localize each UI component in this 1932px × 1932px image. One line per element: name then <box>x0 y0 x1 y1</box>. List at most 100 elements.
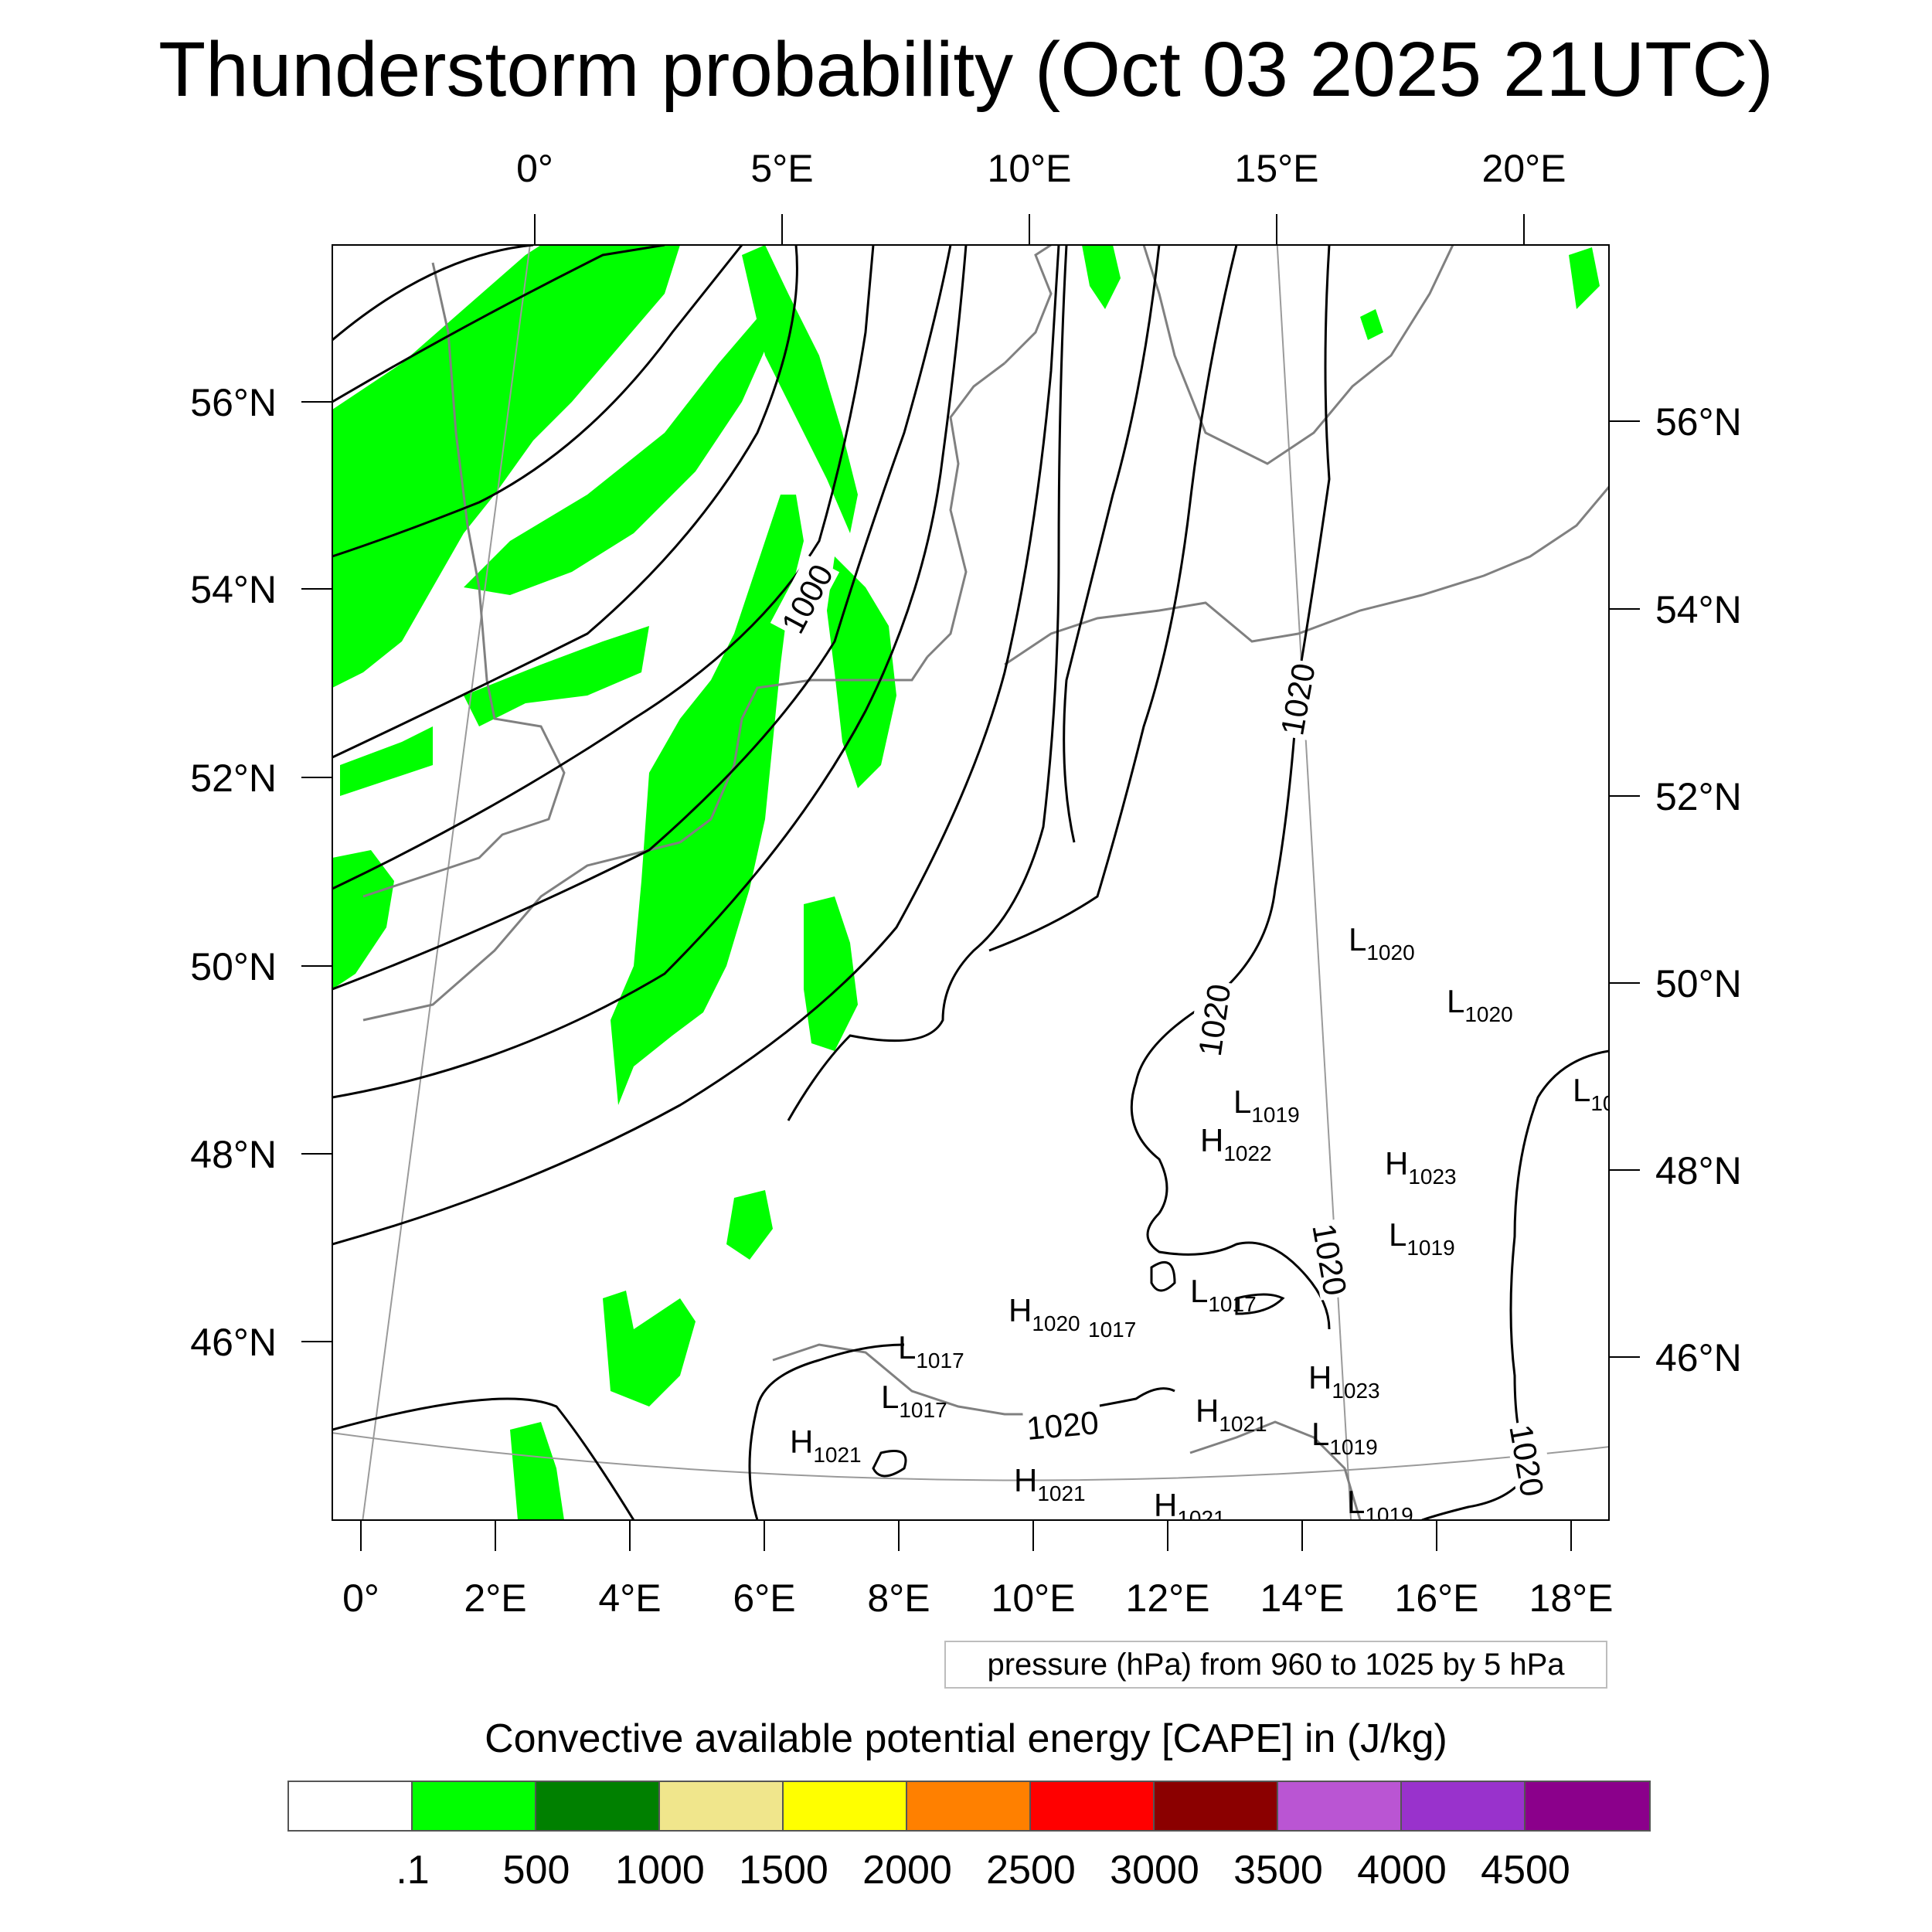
isobar-16 <box>748 1343 905 1520</box>
pressure-center-h: H1021 <box>1014 1462 1086 1505</box>
pressure-center-h: H1021 <box>790 1423 862 1467</box>
bottom-lon-label: 4°E <box>598 1577 661 1620</box>
pressure-contours <box>332 245 1609 1520</box>
colorbar-swatch-3 <box>660 1782 784 1830</box>
isobar-19 <box>1150 1260 1176 1292</box>
contour-label: 1020 <box>1502 1422 1551 1499</box>
colorbar-swatch-2 <box>536 1782 660 1830</box>
bottom-lon-label: 18°E <box>1529 1577 1614 1620</box>
cape-area-5 <box>611 495 804 1105</box>
isobar-3 <box>332 245 798 759</box>
map-frame <box>332 244 1610 1521</box>
colorbar-tick-label: 1000 <box>615 1848 705 1893</box>
meridian-0 <box>362 245 531 1520</box>
pressure-center-l: L1017 <box>881 1379 947 1422</box>
top-lon-label: 10°E <box>988 147 1072 190</box>
parallel-45n <box>332 1432 1609 1481</box>
isobar-11 <box>988 245 1238 952</box>
isobar-13 <box>1146 1212 1331 1330</box>
pressure-contour-note: pressure (hPa) from 960 to 1025 by 5 hPa <box>944 1641 1607 1689</box>
pressure-center-l: L1020 <box>1447 983 1513 1026</box>
bottom-lon-label: 16°E <box>1395 1577 1479 1620</box>
graticule-lines <box>332 245 1609 1520</box>
pressure-center-l: L10 <box>1573 1072 1615 1115</box>
pressure-center-value: 1017 <box>1088 1318 1136 1342</box>
isobar-10 <box>1063 245 1161 843</box>
coast-baltic-south <box>1004 486 1609 666</box>
coast-germany <box>926 362 1005 658</box>
pressure-center-l: L1019 <box>1389 1216 1455 1260</box>
pressure-center-h: H1023 <box>1308 1359 1380 1403</box>
top-lon-label: 5°E <box>750 147 813 190</box>
pressure-center-h: H1022 <box>1200 1122 1272 1165</box>
isobar-9 <box>787 245 1068 1121</box>
pressure-center-l: L1019 <box>1347 1484 1413 1527</box>
chart-title: Thunderstorm probability (Oct 03 2025 21… <box>158 26 1774 113</box>
isobar-12 <box>1130 245 1331 1214</box>
cape-area-14 <box>1360 309 1383 340</box>
pressure-center-l: L1017 <box>1190 1273 1257 1316</box>
right-lat-label: 48°N <box>1655 1149 1742 1192</box>
isobar-4 <box>332 245 875 890</box>
pressure-center-l: L1019 <box>1233 1083 1300 1127</box>
colorbar-tick-label: .1 <box>396 1848 430 1893</box>
coastlines <box>362 245 1609 1520</box>
colorbar-tick-label: 4500 <box>1481 1848 1570 1893</box>
right-lat-label: 54°N <box>1655 588 1742 631</box>
bottom-lon-label: 8°E <box>867 1577 930 1620</box>
isobar-14 <box>1421 1049 1609 1520</box>
contour-label: 1020 <box>1025 1404 1100 1447</box>
isobar-0 <box>332 245 534 342</box>
colorbar-swatch-0 <box>289 1782 413 1830</box>
colorbar-tick-label: 4000 <box>1357 1848 1447 1893</box>
contour-label: 1020 <box>1274 661 1322 738</box>
isobar-5 <box>332 245 952 991</box>
top-lon-label: 20°E <box>1482 147 1566 190</box>
cape-area-7 <box>827 556 896 788</box>
colorbar-swatch-10 <box>1526 1782 1649 1830</box>
pressure-center-l: L1017 <box>898 1329 964 1372</box>
coast-lowcountries <box>679 656 929 844</box>
coast-denmark <box>1003 245 1053 365</box>
cape-area-2 <box>464 626 649 726</box>
colorbar-tick-label: 500 <box>502 1848 570 1893</box>
colorbar-swatch-7 <box>1155 1782 1278 1830</box>
left-lat-label: 48°N <box>190 1133 277 1176</box>
colorbar-swatch-9 <box>1402 1782 1526 1830</box>
coast-italy-north <box>772 1343 1051 1416</box>
colorbar-swatch-5 <box>907 1782 1031 1830</box>
right-lat-label: 50°N <box>1655 962 1742 1005</box>
pressure-center-h: H1023 <box>1385 1145 1457 1189</box>
isobar-1 <box>332 245 665 403</box>
pressure-center-l: L1020 <box>1349 921 1415 964</box>
bottom-lon-label: 10°E <box>992 1577 1076 1620</box>
cape-area-0 <box>332 245 680 688</box>
pressure-center-h: H1021 <box>1154 1487 1226 1530</box>
left-lat-label: 50°N <box>190 945 277 988</box>
axis-tick-labels: 0° 5°E 10°E 15°E 20°E 0° 2°E 4°E 6°E 8°E 10°E 12°E 1… <box>190 147 1741 1620</box>
cape-area-1 <box>464 309 773 595</box>
coast-britain-east <box>362 262 566 898</box>
pressure-center-h: H1021 <box>1196 1393 1267 1436</box>
bottom-lon-label: 6°E <box>733 1577 795 1620</box>
right-lat-label: 52°N <box>1655 775 1742 818</box>
isobar-18 <box>1235 1293 1285 1315</box>
cape-area-13 <box>1569 247 1600 309</box>
right-lat-label: 56°N <box>1655 400 1742 444</box>
left-lat-label: 56°N <box>190 381 277 424</box>
bottom-lon-label: 14°E <box>1260 1577 1345 1620</box>
colorbar-tick-label: 2500 <box>986 1848 1076 1893</box>
cape-area-3 <box>340 726 433 796</box>
left-lat-label: 54°N <box>190 568 277 611</box>
bottom-lon-label: 12°E <box>1126 1577 1210 1620</box>
cape-area-9 <box>726 1190 773 1260</box>
cape-area-10 <box>603 1291 696 1406</box>
colorbar-swatch-6 <box>1031 1782 1155 1830</box>
colorbar-tick-label: 3000 <box>1110 1848 1199 1893</box>
isobar-2 <box>332 245 743 558</box>
cape-area-6 <box>742 245 858 533</box>
pressure-center-l: L1019 <box>1311 1416 1378 1459</box>
